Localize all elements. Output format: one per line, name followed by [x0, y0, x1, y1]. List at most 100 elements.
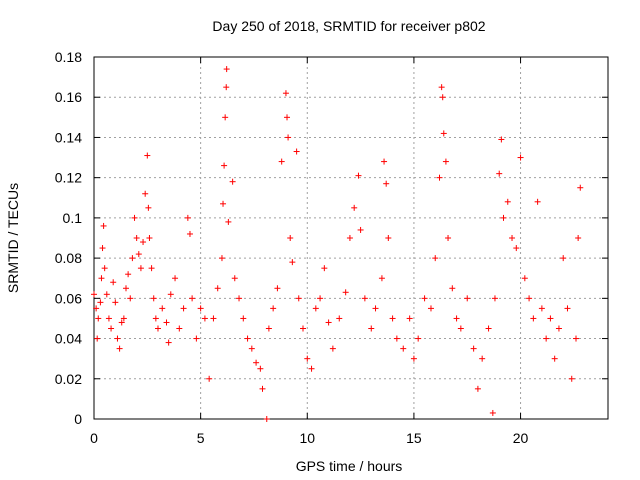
data-point: [165, 339, 172, 346]
data-point: [285, 134, 292, 141]
data-point: [98, 275, 105, 282]
data-point: [214, 285, 221, 292]
data-point: [442, 158, 449, 165]
data-point: [225, 218, 232, 225]
data-point: [295, 295, 302, 302]
data-point: [97, 299, 104, 306]
data-point: [236, 295, 243, 302]
x-axis-label: GPS time / hours: [296, 458, 403, 474]
data-point: [308, 365, 315, 372]
data-point: [99, 245, 106, 252]
data-point: [568, 375, 575, 382]
data-point: [372, 305, 379, 312]
axis-ticks: 0 0.02 0.04 0.06 0.08 0.1 0.12 0.14 0.16 0.18 0 5 10…: [55, 49, 608, 446]
data-point: [144, 152, 151, 159]
data-point: [336, 315, 343, 322]
data-point: [573, 335, 580, 342]
data-point: [293, 148, 300, 155]
data-point: [257, 365, 264, 372]
data-point: [577, 184, 584, 191]
data-point: [231, 275, 238, 282]
data-point: [197, 305, 204, 312]
data-point: [361, 295, 368, 302]
data-point: [222, 114, 229, 121]
data-point: [135, 251, 142, 258]
data-point: [223, 84, 230, 91]
data-point: [186, 230, 193, 237]
data-point: [95, 315, 102, 322]
data-point: [421, 295, 428, 302]
data-point: [159, 305, 166, 312]
data-point: [432, 255, 439, 262]
data-point: [513, 245, 520, 252]
data-point: [163, 319, 170, 326]
data-point: [436, 174, 443, 181]
data-point: [148, 265, 155, 272]
data-point: [176, 325, 183, 332]
data-point: [240, 315, 247, 322]
data-point: [265, 325, 272, 332]
y-tick-label: 0.04: [55, 331, 82, 347]
y-tick-label: 0.18: [55, 49, 82, 65]
data-points: [91, 66, 584, 422]
data-point: [289, 259, 296, 266]
grid: [94, 57, 608, 419]
data-point: [93, 305, 100, 312]
data-point: [517, 154, 524, 161]
data-point: [172, 275, 179, 282]
data-point: [167, 291, 174, 298]
x-tick-label: 10: [299, 430, 315, 446]
data-point: [201, 315, 208, 322]
data-point: [140, 239, 147, 246]
data-point: [383, 180, 390, 187]
data-point: [263, 416, 270, 422]
data-point: [184, 214, 191, 221]
data-point: [415, 335, 422, 342]
data-point: [547, 315, 554, 322]
data-point: [509, 235, 516, 241]
data-point: [206, 375, 213, 382]
y-tick-label: 0.16: [55, 89, 82, 105]
data-point: [189, 295, 196, 302]
data-point: [101, 265, 108, 272]
data-point: [355, 172, 362, 179]
data-point: [551, 355, 558, 362]
y-tick-label: 0: [74, 411, 82, 427]
data-point: [221, 162, 228, 169]
data-point: [304, 355, 311, 362]
y-tick-label: 0.14: [55, 129, 82, 145]
data-point: [357, 226, 364, 233]
data-point: [385, 235, 392, 241]
data-point: [575, 235, 582, 241]
data-point: [474, 385, 481, 392]
data-point: [378, 275, 385, 282]
data-point: [526, 295, 533, 302]
data-point: [193, 335, 200, 342]
data-point: [116, 345, 123, 352]
data-point: [142, 190, 149, 197]
data-point: [555, 325, 562, 332]
data-point: [410, 355, 417, 362]
data-point: [137, 265, 144, 272]
data-point: [270, 305, 277, 312]
data-point: [457, 325, 464, 332]
data-point: [210, 315, 217, 322]
data-point: [351, 204, 358, 211]
data-point: [479, 355, 486, 362]
data-point: [284, 114, 291, 121]
data-point: [218, 255, 225, 262]
x-tick-label: 5: [197, 430, 205, 446]
data-point: [496, 170, 503, 177]
data-point: [342, 289, 349, 296]
data-point: [498, 136, 505, 143]
y-tick-label: 0.08: [55, 250, 82, 266]
data-point: [504, 198, 511, 205]
data-point: [112, 299, 119, 306]
data-point: [464, 295, 471, 302]
data-point: [103, 291, 110, 298]
data-point: [329, 345, 336, 352]
data-point: [154, 325, 161, 332]
data-point: [312, 305, 319, 312]
data-point: [393, 335, 400, 342]
data-point: [259, 385, 266, 392]
